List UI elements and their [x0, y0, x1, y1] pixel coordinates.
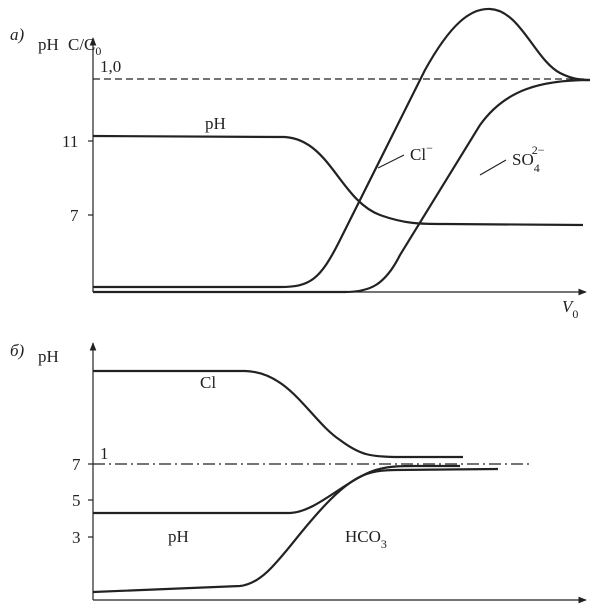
hco3-curve [92, 467, 499, 594]
text-part: 3 [381, 537, 387, 551]
curve-label: HCO3 [345, 527, 387, 551]
ph-curve [92, 134, 584, 227]
tick-label: 5 [72, 491, 81, 510]
text-part: HCO [345, 527, 381, 546]
text-part: − [426, 141, 433, 155]
axis-label: pH [38, 35, 59, 54]
axis-label: pH [38, 347, 59, 366]
text-part: 4 [534, 161, 540, 175]
cl-curve [93, 369, 463, 459]
leader-line [377, 154, 405, 169]
tick-label: 3 [72, 528, 81, 547]
text-part: Cl [410, 145, 426, 164]
curve-label: pH [168, 527, 189, 546]
tick-label: 11 [62, 132, 78, 151]
ph-curve [93, 464, 460, 515]
so4-curve [93, 78, 591, 294]
curve-label: SO4 2− [512, 143, 545, 175]
curve-label: Cl [200, 373, 216, 392]
tick-label: 7 [72, 455, 81, 474]
panel-b: б) pH 1 7 5 3 Cl pH HCO3 [10, 341, 587, 604]
panel-label: а) [10, 25, 25, 44]
panel-a: а) pH C/C0 1,0 11 7 pH Cl− SO42− V0 [10, 7, 591, 321]
text-part: 0 [572, 307, 578, 321]
panel-label: б) [10, 341, 25, 360]
tick-label: 1 [100, 444, 109, 463]
leader-line [479, 159, 507, 176]
axis-label: C/C0 [68, 35, 101, 58]
tick-label: 1,0 [100, 57, 121, 76]
cl-curve [93, 7, 591, 289]
axis-label: V0 [562, 297, 578, 321]
tick-label: 7 [70, 206, 79, 225]
curve-label: pH [205, 114, 226, 133]
text-part: C/C [68, 35, 95, 54]
text-part: 2− [532, 143, 545, 157]
text-part: V [562, 297, 575, 316]
text-part: 0 [95, 44, 101, 58]
text-part: SO [512, 150, 534, 169]
curve-label: Cl− [410, 141, 433, 164]
